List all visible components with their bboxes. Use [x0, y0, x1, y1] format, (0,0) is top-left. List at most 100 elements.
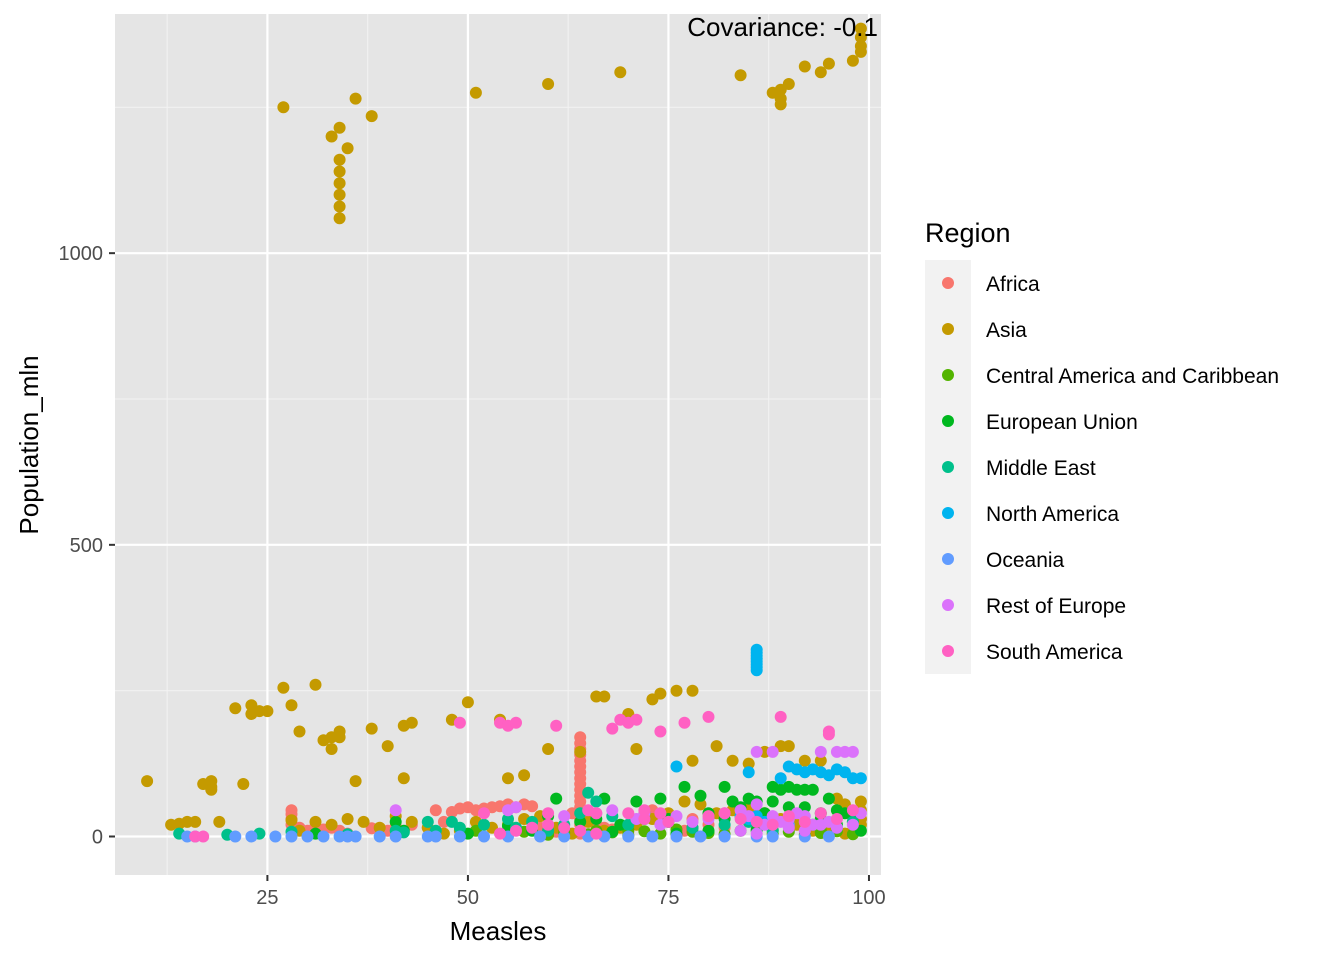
legend-label: Asia: [986, 319, 1027, 342]
data-point: [574, 824, 587, 837]
data-point: [774, 98, 787, 111]
data-point: [638, 804, 651, 817]
data-point: [478, 818, 490, 831]
data-point: [830, 821, 843, 834]
data-point: [694, 798, 707, 811]
data-point: [734, 69, 747, 82]
legend-label: North America: [986, 503, 1119, 526]
legend-key: [942, 277, 954, 289]
data-point: [846, 818, 859, 831]
data-point: [478, 807, 490, 820]
data-point: [542, 818, 555, 831]
data-point: [766, 830, 779, 843]
data-point: [718, 830, 731, 843]
data-point: [550, 719, 563, 732]
data-point: [622, 807, 635, 820]
data-point: [333, 153, 346, 166]
legend-items: Africa Asia Central America and Caribbean E…: [942, 273, 1279, 664]
grid-major: [115, 14, 881, 875]
data-point: [638, 813, 651, 825]
data-point: [822, 792, 835, 805]
data-point: [854, 795, 867, 808]
data-point: [798, 60, 811, 73]
y-axis-title: Population_mln: [14, 355, 44, 534]
data-point: [774, 710, 787, 723]
data-point: [542, 807, 555, 820]
data-point: [349, 92, 362, 105]
data-point: [197, 830, 210, 843]
data-point: [381, 740, 394, 753]
data-point: [325, 743, 338, 755]
data-point: [229, 830, 242, 843]
data-point: [694, 830, 707, 843]
data-point: [317, 830, 330, 843]
data-point: [814, 745, 827, 758]
data-point: [373, 830, 386, 843]
data-point: [606, 804, 619, 817]
data-point: [421, 815, 434, 828]
data-point: [373, 821, 386, 834]
data-point: [229, 702, 242, 715]
data-point: [782, 821, 795, 834]
data-points: [141, 22, 867, 843]
data-point: [582, 786, 595, 799]
x-axis-title: Measles: [450, 916, 547, 946]
data-point: [325, 130, 338, 143]
legend-key: [942, 645, 954, 657]
data-point: [285, 699, 298, 712]
data-point: [686, 815, 699, 828]
y-tick-label: 500: [70, 535, 103, 557]
y-tick-label: 1000: [59, 243, 104, 265]
y-axis-ticks: 0 500 1000: [59, 243, 115, 849]
series-south-america: [189, 710, 859, 843]
data-point: [526, 821, 539, 834]
data-point: [670, 830, 683, 843]
data-point: [782, 740, 795, 753]
data-point: [814, 66, 827, 79]
y-tick-label: 0: [92, 827, 103, 849]
legend-label: Central America and Caribbean: [986, 365, 1279, 388]
data-point: [854, 31, 867, 44]
data-point: [798, 815, 811, 828]
data-point: [686, 684, 699, 697]
data-point: [333, 188, 346, 201]
legend-label: Middle East: [986, 457, 1096, 480]
data-point: [702, 810, 715, 823]
data-point: [846, 804, 859, 817]
data-point: [718, 818, 731, 831]
data-point: [734, 813, 747, 825]
data-point: [405, 716, 418, 729]
legend-key: [942, 599, 954, 611]
data-point: [333, 121, 346, 134]
data-point: [478, 830, 490, 843]
data-point: [333, 200, 346, 213]
data-point: [766, 795, 779, 808]
data-point: [494, 827, 506, 840]
data-point: [814, 818, 827, 831]
data-point: [269, 830, 282, 843]
x-tick-label: 100: [852, 887, 885, 909]
x-tick-label: 75: [657, 887, 679, 909]
data-point: [558, 810, 571, 823]
data-point: [750, 827, 763, 840]
data-point: [630, 795, 643, 808]
data-point: [742, 757, 755, 770]
legend-label: Oceania: [986, 549, 1065, 572]
data-point: [766, 810, 779, 823]
data-point: [277, 101, 290, 114]
data-point: [245, 830, 258, 843]
data-point: [806, 783, 819, 796]
data-point: [542, 743, 555, 755]
data-point: [702, 710, 715, 723]
plot-panel: [115, 14, 881, 875]
data-point: [646, 830, 659, 843]
data-point: [814, 807, 827, 820]
grid-minor: [115, 14, 881, 875]
data-point: [718, 780, 731, 793]
data-point: [349, 830, 362, 843]
data-point: [662, 815, 675, 828]
data-point: [686, 754, 699, 767]
covariance-annotation: Covariance: -0.1: [687, 12, 878, 42]
data-point: [333, 725, 346, 738]
